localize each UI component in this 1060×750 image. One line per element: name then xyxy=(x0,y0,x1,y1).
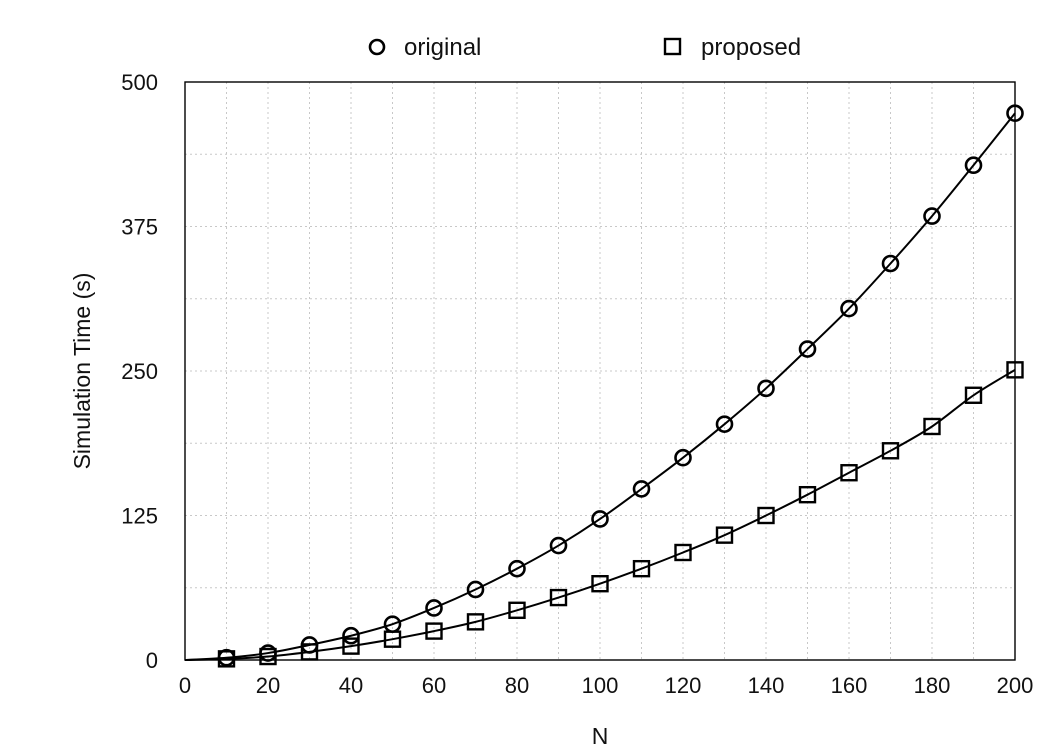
legend-marker-original xyxy=(368,38,386,56)
x-tick-label: 180 xyxy=(914,673,951,698)
legend-label-original: original xyxy=(404,34,481,61)
data-point-proposed xyxy=(342,637,360,655)
data-point-original xyxy=(508,559,526,578)
y-tick-label: 125 xyxy=(121,504,158,529)
data-point-proposed xyxy=(425,622,443,640)
series-line-original xyxy=(184,112,1016,661)
x-tick-label: 140 xyxy=(748,673,785,698)
data-point-original xyxy=(549,536,568,555)
y-tick-label: 250 xyxy=(121,359,158,384)
y-axis-ticks: 0 125 250 375 500 xyxy=(121,70,158,673)
data-point-original xyxy=(466,580,485,599)
x-tick-label: 160 xyxy=(831,673,868,698)
series-original xyxy=(184,104,1024,667)
data-point-original xyxy=(632,480,651,498)
data-point-original xyxy=(674,448,692,467)
data-point-original xyxy=(1006,104,1024,123)
y-axis-title: Simulation Time (s) xyxy=(69,273,95,470)
data-point-proposed xyxy=(466,613,485,631)
data-point-original xyxy=(757,379,775,398)
data-point-original xyxy=(798,340,817,358)
legend: original proposed xyxy=(368,34,801,61)
legend-marker-proposed xyxy=(663,37,682,56)
data-point-proposed xyxy=(923,417,941,436)
data-point-proposed xyxy=(259,647,277,666)
data-point-original xyxy=(591,510,609,528)
x-tick-label: 120 xyxy=(665,673,702,698)
data-point-proposed xyxy=(591,575,609,593)
data-point-proposed xyxy=(674,543,692,562)
x-tick-label: 0 xyxy=(179,673,191,698)
data-point-proposed xyxy=(300,643,319,661)
data-point-proposed xyxy=(549,588,568,607)
data-point-original xyxy=(425,599,443,617)
y-tick-label: 500 xyxy=(121,70,158,95)
data-point-proposed xyxy=(964,386,983,404)
data-point-original xyxy=(715,415,734,433)
data-point-original xyxy=(881,254,900,273)
legend-label-proposed: proposed xyxy=(701,34,801,61)
data-point-proposed xyxy=(217,650,236,668)
data-point-proposed xyxy=(632,559,651,578)
series-proposed xyxy=(184,361,1024,668)
data-point-proposed xyxy=(383,630,402,648)
x-tick-label: 100 xyxy=(582,673,619,698)
x-axis-ticks: 0 20 40 60 80 100 120 140 160 180 200 xyxy=(179,673,1033,698)
x-tick-label: 40 xyxy=(339,673,363,698)
data-point-proposed xyxy=(508,601,526,619)
series-line-proposed xyxy=(184,368,1016,661)
data-point-original xyxy=(964,156,983,175)
data-point-original xyxy=(342,626,360,645)
y-tick-label: 0 xyxy=(146,648,158,673)
data-point-proposed xyxy=(1006,361,1024,379)
series-layer xyxy=(184,104,1024,668)
x-tick-label: 20 xyxy=(256,673,280,698)
data-point-original xyxy=(923,207,941,225)
data-point-proposed xyxy=(881,442,900,460)
x-tick-label: 80 xyxy=(505,673,529,698)
x-tick-label: 60 xyxy=(422,673,446,698)
grid-layer xyxy=(185,82,1015,660)
data-point-original xyxy=(840,299,858,318)
x-axis-title: N xyxy=(592,723,609,749)
data-point-proposed xyxy=(840,464,858,482)
y-tick-label: 375 xyxy=(121,215,158,240)
data-point-proposed xyxy=(715,526,734,544)
data-point-proposed xyxy=(757,506,775,525)
data-point-proposed xyxy=(798,485,817,504)
x-tick-label: 200 xyxy=(997,673,1034,698)
